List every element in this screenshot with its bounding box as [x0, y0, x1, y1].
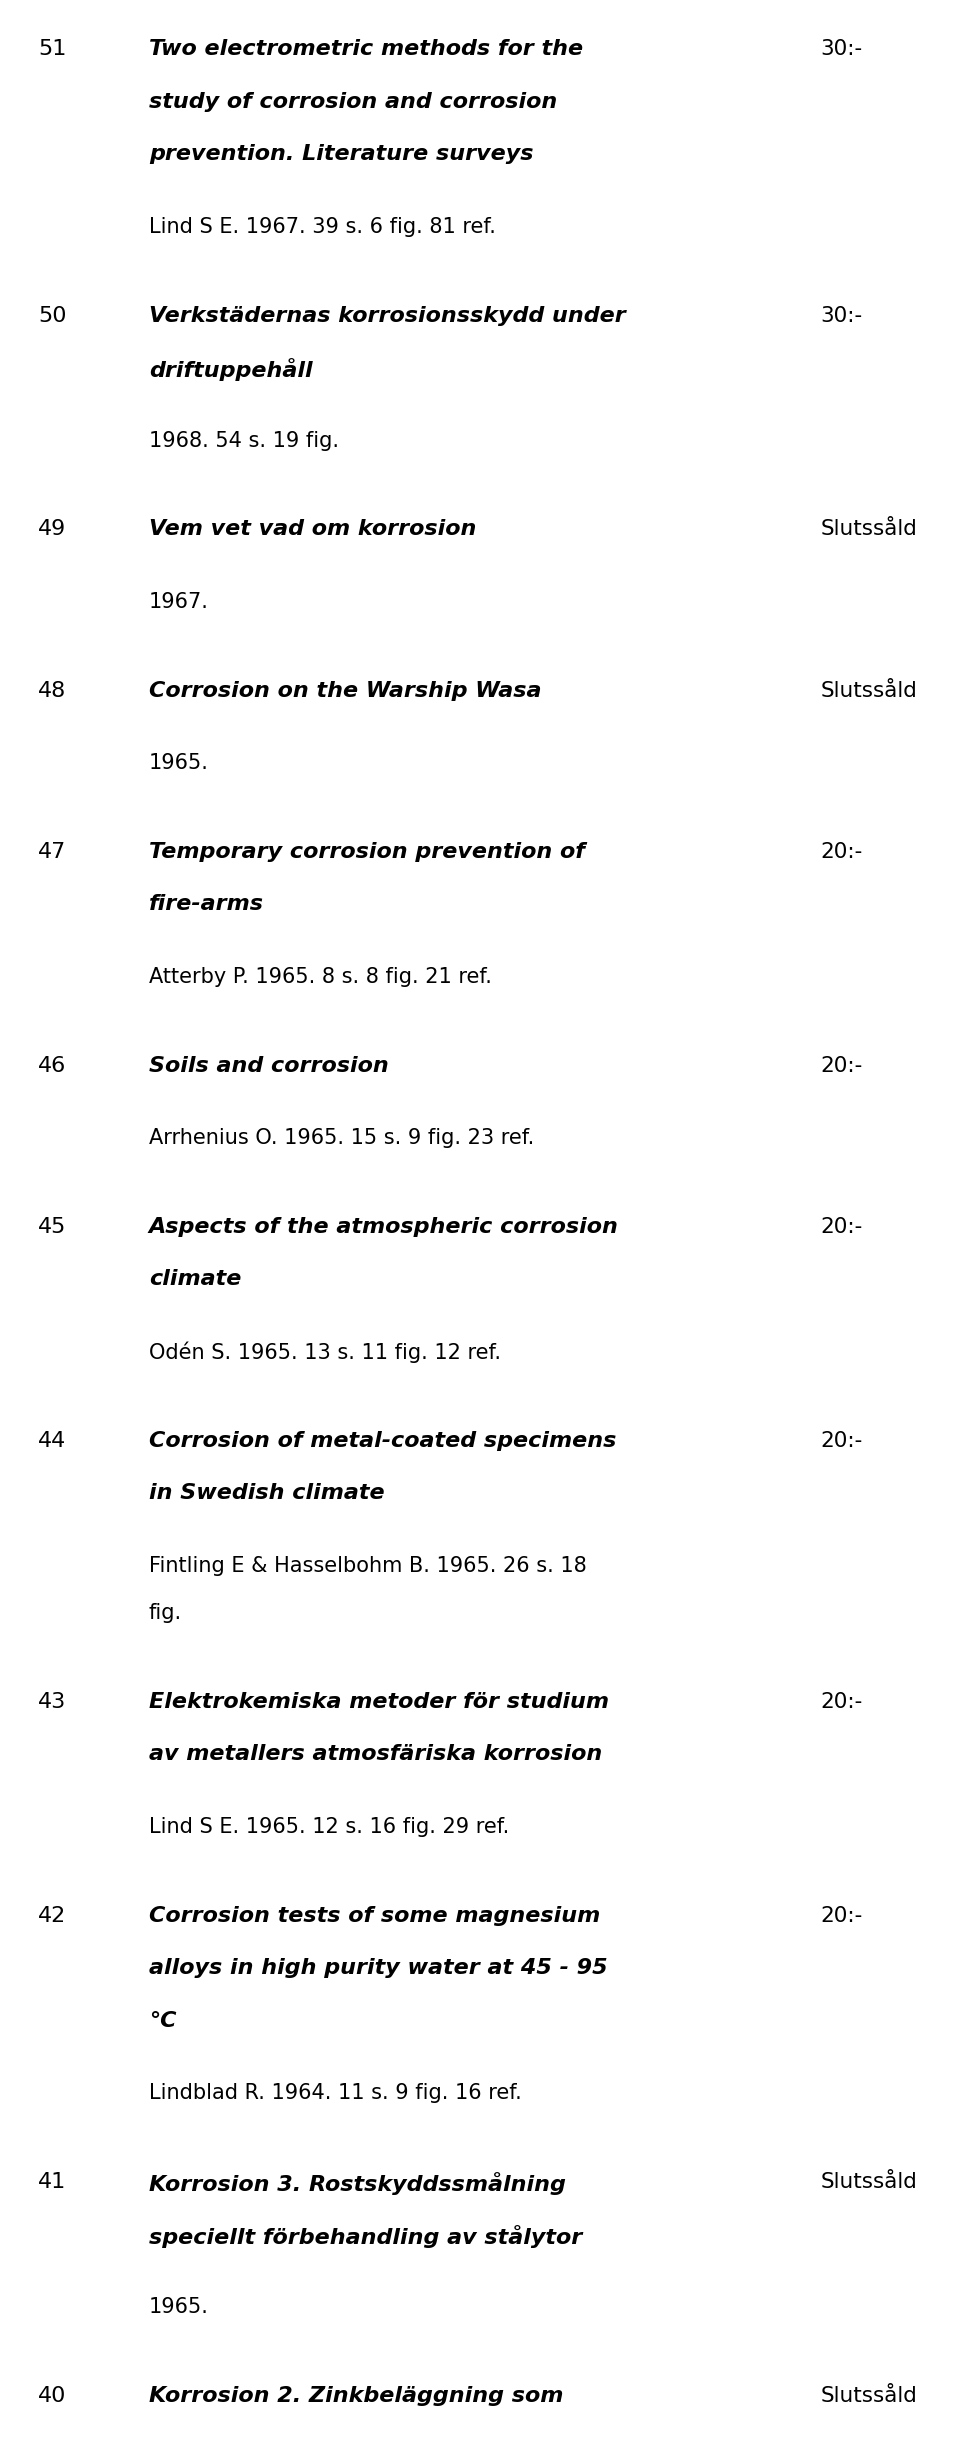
Text: 20:-: 20:- [821, 1431, 863, 1451]
Text: Verkstädernas korrosionsskydd under: Verkstädernas korrosionsskydd under [149, 305, 626, 327]
Text: 43: 43 [38, 1692, 66, 1711]
Text: Odén S. 1965. 13 s. 11 fig. 12 ref.: Odén S. 1965. 13 s. 11 fig. 12 ref. [149, 1341, 501, 1363]
Text: Arrhenius O. 1965. 15 s. 9 fig. 23 ref.: Arrhenius O. 1965. 15 s. 9 fig. 23 ref. [149, 1129, 534, 1148]
Text: 49: 49 [38, 519, 66, 539]
Text: Lindblad R. 1964. 11 s. 9 fig. 16 ref.: Lindblad R. 1964. 11 s. 9 fig. 16 ref. [149, 2084, 521, 2104]
Text: 42: 42 [38, 1907, 66, 1926]
Text: Vem vet vad om korrosion: Vem vet vad om korrosion [149, 519, 476, 539]
Text: Corrosion on the Warship Wasa: Corrosion on the Warship Wasa [149, 680, 541, 700]
Text: 20:-: 20:- [821, 1056, 863, 1075]
Text: Lind S E. 1965. 12 s. 16 fig. 29 ref.: Lind S E. 1965. 12 s. 16 fig. 29 ref. [149, 1816, 509, 1836]
Text: 1965.: 1965. [149, 753, 208, 773]
Text: prevention. Literature surveys: prevention. Literature surveys [149, 144, 534, 163]
Text: driftuppehåll: driftuppehåll [149, 358, 312, 380]
Text: Soils and corrosion: Soils and corrosion [149, 1056, 389, 1075]
Text: 1965.: 1965. [149, 2297, 208, 2316]
Text: in Swedish climate: in Swedish climate [149, 1482, 384, 1504]
Text: Lind S E. 1967. 39 s. 6 fig. 81 ref.: Lind S E. 1967. 39 s. 6 fig. 81 ref. [149, 217, 495, 236]
Text: 20:-: 20:- [821, 841, 863, 861]
Text: Slutssåld: Slutssåld [821, 2387, 918, 2406]
Text: 47: 47 [38, 841, 66, 861]
Text: 20:-: 20:- [821, 1217, 863, 1236]
Text: 50: 50 [38, 305, 67, 327]
Text: Korrosion 3. Rostskyddssmålning: Korrosion 3. Rostskyddssmålning [149, 2172, 565, 2194]
Text: fig.: fig. [149, 1602, 182, 1624]
Text: Two electrometric methods for the: Two electrometric methods for the [149, 39, 583, 59]
Text: 46: 46 [38, 1056, 66, 1075]
Text: 20:-: 20:- [821, 1692, 863, 1711]
Text: climate: climate [149, 1270, 241, 1290]
Text: Corrosion of metal-coated specimens: Corrosion of metal-coated specimens [149, 1431, 616, 1451]
Text: Slutssåld: Slutssåld [821, 680, 918, 700]
Text: Fintling E & Hasselbohm B. 1965. 26 s. 18: Fintling E & Hasselbohm B. 1965. 26 s. 1… [149, 1555, 587, 1575]
Text: 41: 41 [38, 2172, 66, 2192]
Text: 48: 48 [38, 680, 66, 700]
Text: Aspects of the atmospheric corrosion: Aspects of the atmospheric corrosion [149, 1217, 618, 1236]
Text: °C: °C [149, 2011, 177, 2031]
Text: speciellt förbehandling av stålytor: speciellt förbehandling av stålytor [149, 2226, 582, 2248]
Text: 1967.: 1967. [149, 592, 208, 612]
Text: Atterby P. 1965. 8 s. 8 fig. 21 ref.: Atterby P. 1965. 8 s. 8 fig. 21 ref. [149, 965, 492, 987]
Text: fire-arms: fire-arms [149, 895, 264, 914]
Text: 45: 45 [38, 1217, 67, 1236]
Text: 1968. 54 s. 19 fig.: 1968. 54 s. 19 fig. [149, 432, 339, 451]
Text: 30:-: 30:- [821, 39, 863, 59]
Text: 30:-: 30:- [821, 305, 863, 327]
Text: Corrosion tests of some magnesium: Corrosion tests of some magnesium [149, 1907, 600, 1926]
Text: study of corrosion and corrosion: study of corrosion and corrosion [149, 93, 557, 112]
Text: Slutssåld: Slutssåld [821, 519, 918, 539]
Text: Temporary corrosion prevention of: Temporary corrosion prevention of [149, 841, 585, 861]
Text: Slutssåld: Slutssåld [821, 2172, 918, 2192]
Text: Elektrokemiska metoder för studium: Elektrokemiska metoder för studium [149, 1692, 609, 1711]
Text: 40: 40 [38, 2387, 67, 2406]
Text: 20:-: 20:- [821, 1907, 863, 1926]
Text: av metallers atmosfäriska korrosion: av metallers atmosfäriska korrosion [149, 1746, 602, 1765]
Text: Korrosion 2. Zinkbeläggning som: Korrosion 2. Zinkbeläggning som [149, 2387, 564, 2406]
Text: 44: 44 [38, 1431, 66, 1451]
Text: alloys in high purity water at 45 - 95: alloys in high purity water at 45 - 95 [149, 1958, 608, 1977]
Text: 51: 51 [38, 39, 67, 59]
